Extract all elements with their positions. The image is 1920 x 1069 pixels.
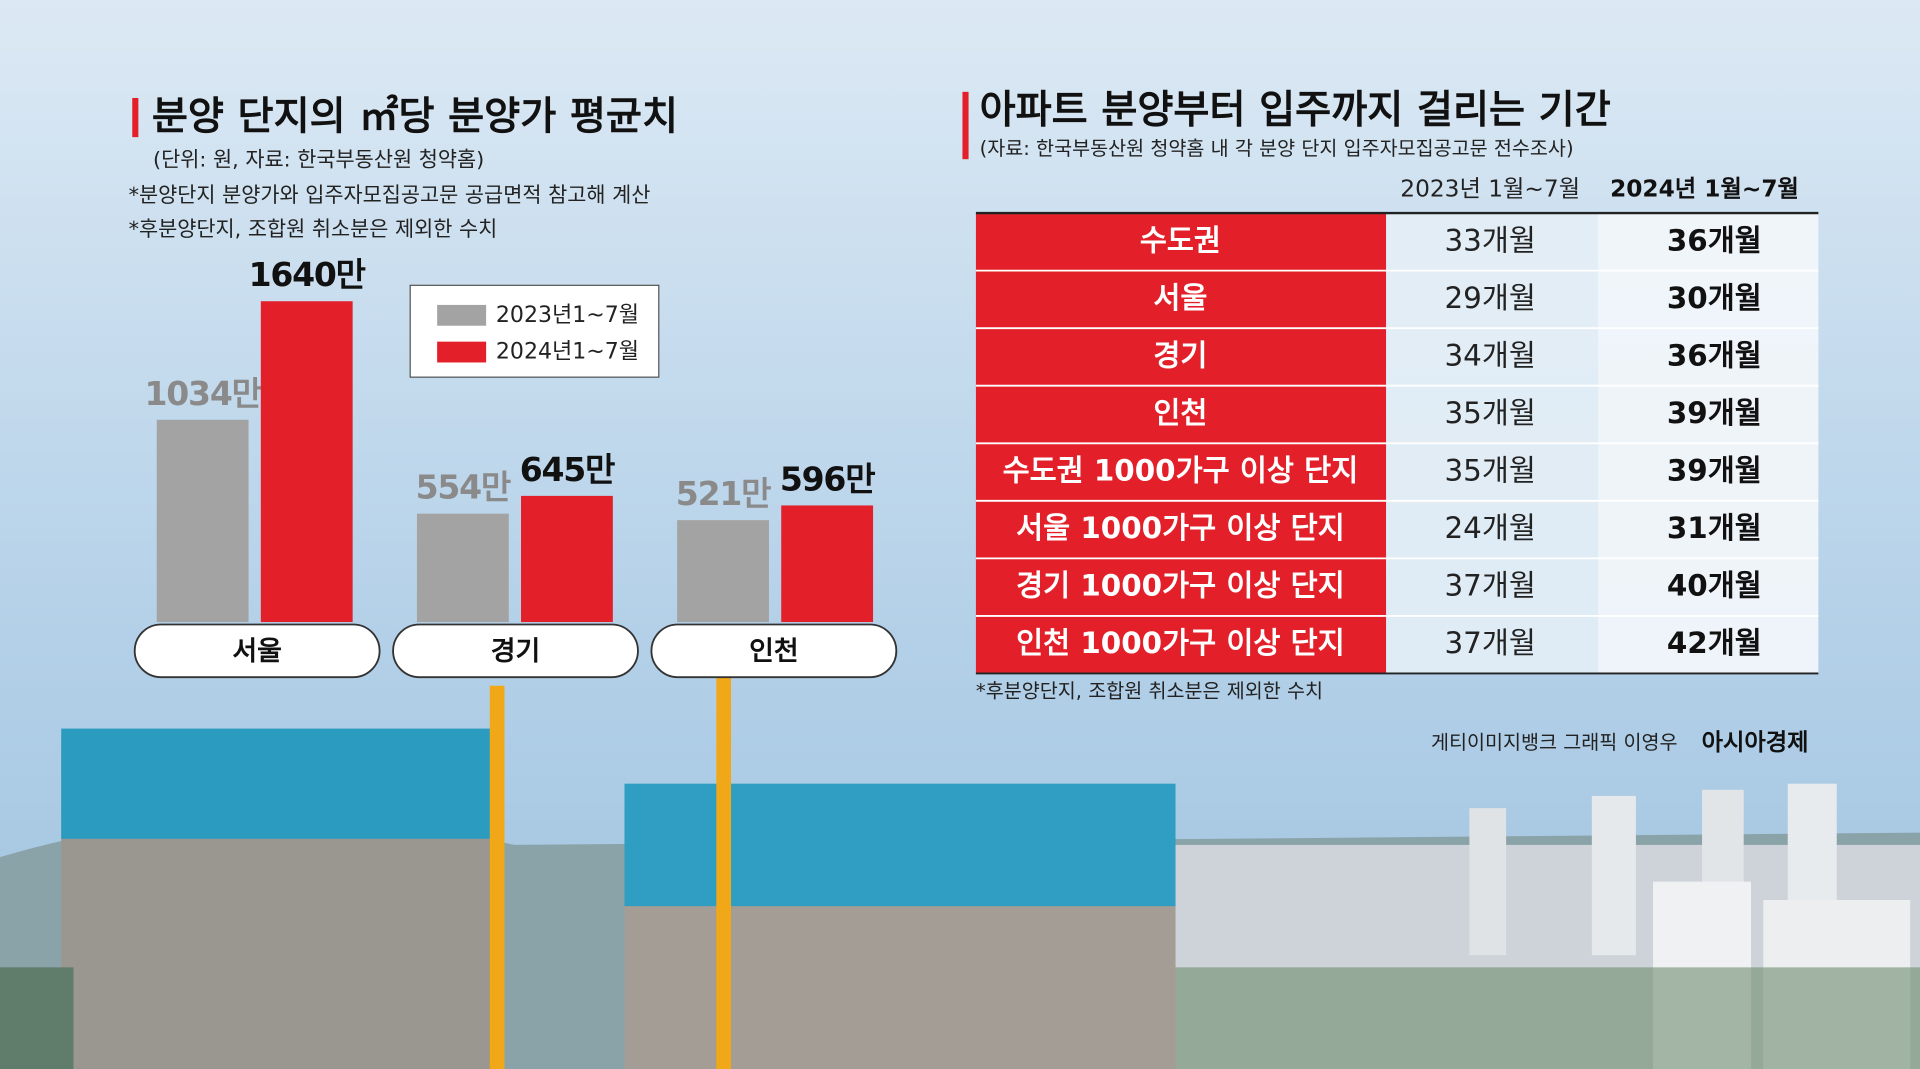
row-label: 수도권 1000가구 이상 단지: [1003, 454, 1359, 488]
cell: [1597, 558, 1819, 616]
cell: [1386, 443, 1598, 501]
row-label-cell: [975, 213, 1387, 271]
value-label: 1034만: [145, 374, 262, 413]
bar: [521, 495, 613, 623]
cell-text: 37개월: [1444, 626, 1535, 660]
column-header: 2024년 1월~7월: [1610, 175, 1799, 202]
row-label-cell: [975, 558, 1387, 616]
row-label: 서울 1000가구 이상 단지: [1016, 511, 1345, 545]
row-label-cell: [975, 328, 1387, 386]
cell: [1597, 443, 1819, 501]
row-label-cell: [975, 615, 1387, 674]
table-note: *후분양단지, 조합원 취소분은 제외한 수치: [976, 679, 1323, 702]
table-source: (자료: 한국부동산원 청약홈 내 각 분양 단지 입주자모집공고문 전수조사): [980, 137, 1574, 160]
row-label: 수도권: [1140, 223, 1221, 257]
cell-text: 42개월: [1667, 626, 1762, 660]
value-label: 521만: [676, 474, 771, 513]
chart-title: 분양 단지의 ㎡당 분양가 평균치: [152, 94, 678, 139]
cell-text: 30개월: [1667, 281, 1762, 315]
cell: [1597, 385, 1819, 444]
cell: [1386, 270, 1598, 329]
chart-subtitle: (단위: 원, 자료: 한국부동산원 청약홈): [153, 147, 484, 171]
cell-text: 40개월: [1667, 569, 1762, 603]
cell: [1386, 558, 1598, 616]
cell-text: 34개월: [1444, 338, 1535, 372]
cell: [1597, 213, 1819, 271]
chart-note: *후분양단지, 조합원 취소분은 제외한 수치: [129, 217, 498, 241]
legend-label: 2024년1~7월: [496, 340, 639, 365]
bar: [156, 419, 249, 623]
cell: [1386, 615, 1598, 674]
value-label: 645만: [520, 450, 615, 489]
category-pill: [392, 623, 639, 679]
row-label-cell: [975, 270, 1387, 329]
row-label-cell: [975, 385, 1387, 444]
cell: [1386, 500, 1598, 559]
bar-chart: 분양 단지의 ㎡당 분양가 평균치 (단위: 원, 자료: 한국부동산원 청약홈…: [129, 94, 898, 679]
category-pill: [133, 623, 381, 679]
value-label: 596만: [780, 459, 875, 498]
table: 아파트 분양부터 입주까지 걸리는 기간 (자료: 한국부동산원 청약홈 내 각…: [962, 88, 1819, 702]
bar: [781, 505, 874, 623]
legend-swatch: [437, 341, 487, 363]
cell: [1386, 328, 1598, 386]
cell: [1597, 270, 1819, 329]
cell-text: 36개월: [1667, 338, 1762, 372]
city-photo: [0, 624, 1920, 1069]
category-label: 인천: [749, 636, 799, 667]
cell: [1386, 385, 1598, 444]
cell: [1597, 328, 1819, 386]
category-label: 경기: [491, 636, 541, 667]
credits: 게티이미지뱅크 그래픽 이영우: [1431, 731, 1678, 754]
row-label: 경기 1000가구 이상 단지: [1016, 569, 1345, 603]
row-label-cell: [975, 443, 1387, 501]
cell-text: 31개월: [1667, 511, 1762, 545]
cell: [1386, 213, 1598, 271]
column-header: 2023년 1월~7월: [1400, 175, 1580, 202]
category-pill: [650, 623, 898, 679]
bar: [677, 520, 769, 623]
cell-text: 39개월: [1667, 396, 1762, 430]
cell-text: 35개월: [1444, 396, 1535, 430]
row-label: 인천 1000가구 이상 단지: [1016, 626, 1345, 660]
chart-note: *분양단지 분양가와 입주자모집공고문 공급면적 참고해 계산: [129, 183, 651, 207]
title-accent: [962, 91, 969, 160]
bar: [416, 513, 509, 623]
row-label: 인천: [1153, 396, 1207, 430]
row-label-cell: [975, 500, 1387, 559]
cell-text: 37개월: [1444, 569, 1535, 603]
cell-text: 39개월: [1667, 454, 1762, 488]
cell-text: 24개월: [1444, 511, 1535, 545]
row-label: 서울: [1153, 281, 1207, 315]
row-label: 경기: [1153, 338, 1207, 372]
value-label: 554만: [416, 468, 511, 507]
cell-text: 36개월: [1667, 223, 1762, 257]
cell-text: 33개월: [1444, 223, 1535, 257]
legend-swatch: [437, 304, 487, 326]
cell-text: 35개월: [1444, 454, 1535, 488]
title-accent: [132, 97, 139, 138]
cell: [1597, 615, 1819, 674]
value-label: 1640만: [249, 255, 366, 294]
legend-label: 2023년1~7월: [496, 303, 639, 328]
bar: [260, 301, 353, 623]
brand: 아시아경제: [1702, 729, 1809, 756]
table-title: 아파트 분양부터 입주까지 걸리는 기간: [980, 88, 1611, 133]
cell-text: 29개월: [1444, 281, 1535, 315]
category-label: 서울: [232, 636, 282, 667]
cell: [1597, 500, 1819, 559]
